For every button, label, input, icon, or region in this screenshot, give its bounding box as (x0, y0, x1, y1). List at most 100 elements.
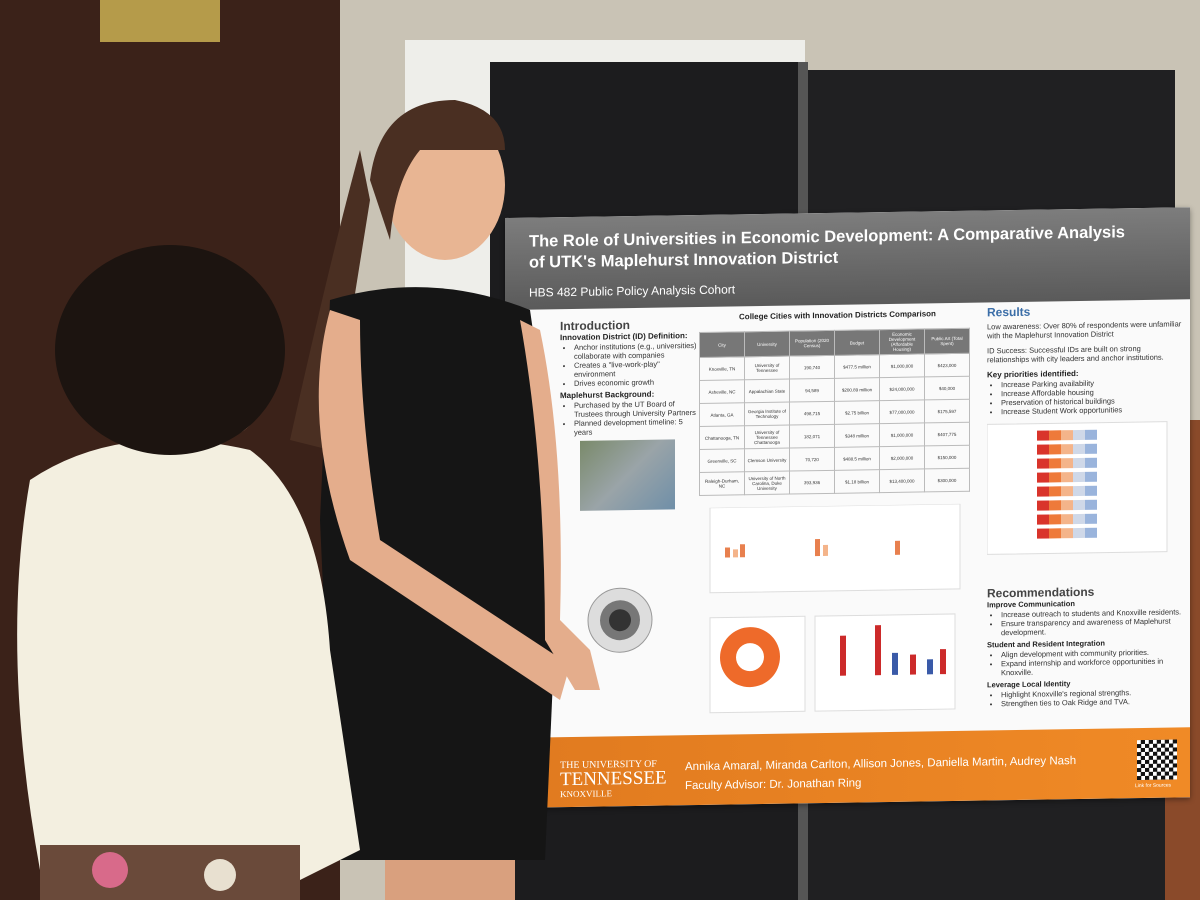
table-cell: Asheville, NC (699, 379, 745, 404)
rec-list: Highlight Knoxville's regional strengths… (987, 687, 1182, 708)
table-cell: University of North Carolina, Duke Unive… (744, 471, 790, 495)
table-cell: University of Tennessee Chattanooga (744, 425, 790, 449)
table-cell: $24,000,000 (879, 376, 925, 401)
diagram (587, 587, 653, 653)
table-cell: $477.5 million (834, 354, 880, 379)
table-header-cell: Economic Development (Affordable Housing… (879, 328, 925, 355)
chart-decoration (1085, 499, 1097, 510)
table-cell: 94,589 (789, 378, 835, 403)
chart-decoration (1061, 472, 1073, 483)
list-item: Creates a "live-work-play" environment (574, 359, 700, 379)
table-cell: $407,775 (924, 422, 970, 446)
chart-decoration (1037, 500, 1049, 511)
logo-line: TENNESSEE (560, 767, 667, 791)
table-cell: $423,000 (924, 353, 970, 377)
table-cell: $488.5 million (834, 446, 880, 471)
chart-decoration (1061, 514, 1073, 525)
results: Results Low awareness: Over 80% of respo… (986, 302, 1182, 711)
chart-decoration (1049, 486, 1061, 497)
chart-decoration (1061, 444, 1073, 455)
chart-decoration (1061, 500, 1073, 511)
chart-decoration (1073, 513, 1085, 525)
chart-decoration (1049, 458, 1061, 469)
poster: The Role of Universities in Economic Dev… (505, 207, 1190, 809)
list-item: Drives economic growth (574, 377, 700, 388)
result-item: ID Success: Successful IDs are built on … (987, 344, 1164, 365)
chart-decoration (1049, 472, 1061, 483)
list-item: Purchased by the UT Board of Trustees th… (574, 399, 700, 419)
chart-decoration (1049, 514, 1061, 525)
table-cell: $175,597 (924, 399, 970, 423)
chart-decoration (1085, 429, 1097, 440)
introduction: Introduction Innovation District (ID) De… (560, 317, 700, 676)
table-cell: $77,000,000 (879, 399, 925, 424)
table-cell: $13,400,000 (879, 468, 925, 493)
advisor: Faculty Advisor: Dr. Jonathan Ring (685, 777, 862, 793)
priorities-list: Increase Parking availabilityIncrease Af… (987, 377, 1182, 416)
qr-label: Link for Sources (1135, 782, 1172, 790)
chart-decoration (1073, 443, 1085, 455)
chart-decoration (1061, 458, 1073, 469)
table-cell: $2.75 billion (834, 400, 880, 425)
aerial-photo (580, 439, 675, 511)
table-cell: $1,000,000 (879, 353, 925, 378)
chart-decoration (1061, 528, 1073, 539)
results-heading: Results (987, 304, 1031, 320)
table-cell: University of Tennessee (744, 356, 790, 380)
list-item: Anchor institutions (e.g., universities)… (574, 341, 700, 361)
chart-decoration (1085, 443, 1097, 454)
table-cell: $2,000,000 (879, 445, 925, 470)
table-cell: Chattanooga, TN (699, 425, 745, 450)
table-cell: $348 million (834, 423, 880, 448)
table-cell: $150,000 (924, 445, 970, 469)
table-header-cell: Budget (834, 329, 880, 356)
table-header-cell: City (699, 331, 745, 358)
table-cell: $200.89 million (834, 377, 880, 402)
list-item: Ensure transparency and awareness of Map… (1001, 616, 1182, 638)
list-item: Increase Student Work opportunities (1001, 404, 1182, 416)
chart-decoration (1073, 457, 1085, 469)
poster-footer: THE UNIVERSITY OF TENNESSEE KNOXVILLE An… (505, 727, 1190, 808)
rec-list: Increase outreach to students and Knoxvi… (987, 607, 1182, 637)
table-cell: Georgia Institute of Technology (744, 402, 790, 426)
table-row: Raleigh-Durham, NC University of North Ca… (699, 468, 970, 496)
chart-decoration (1073, 485, 1085, 497)
chart-decoration (1037, 472, 1049, 483)
chart-decoration (1037, 430, 1049, 441)
chart-decoration (1073, 471, 1085, 483)
chart-decoration (1073, 499, 1085, 511)
chart-decoration (1061, 486, 1073, 497)
poster-subtitle: HBS 482 Public Policy Analysis Cohort (529, 282, 736, 300)
table-header-cell: Public Art (Total Spent) (924, 328, 970, 354)
chart-decoration (1085, 457, 1097, 468)
table-cell: Clemson University (744, 448, 790, 472)
table-cell: $1.18 billion (834, 469, 880, 494)
table-cell: Atlanta, GA (699, 402, 745, 427)
chart-decoration (1049, 500, 1061, 511)
table-cell: $40,000 (924, 376, 970, 400)
authors: Annika Amaral, Miranda Carlton, Allison … (685, 755, 1077, 774)
poster-header: The Role of Universities in Economic Dev… (505, 207, 1190, 310)
table-cell: 182,071 (789, 424, 835, 449)
chart-decoration (1037, 486, 1049, 497)
table-cell: 190,740 (789, 355, 835, 380)
poster-title: The Role of Universities in Economic Dev… (529, 223, 1125, 272)
table-cell: 70,720 (789, 447, 835, 472)
list-item: Planned development timeline: 5 years (574, 417, 700, 437)
list-item: Strengthen ties to Oak Ridge and TVA. (1001, 696, 1182, 708)
table-cell: Appalachian State (744, 379, 790, 403)
priority-chart (986, 421, 1168, 555)
chart-decoration (1049, 528, 1061, 539)
table-cell: $1,000,000 (879, 422, 925, 447)
chart-decoration (1049, 430, 1061, 441)
chart-decoration (1037, 528, 1049, 539)
table-cell: $300,000 (924, 468, 970, 492)
figures (709, 503, 961, 714)
comparison-table: College Cities with Innovation Districts… (695, 309, 980, 753)
list-item: Expand internship and workforce opportun… (1001, 656, 1182, 678)
table-cell: Knoxville, TN (699, 356, 745, 381)
result-item: Low awareness: Over 80% of respondents w… (987, 319, 1182, 341)
chart-decoration (1037, 514, 1049, 525)
intro-list: Anchor institutions (e.g., universities)… (560, 341, 700, 388)
